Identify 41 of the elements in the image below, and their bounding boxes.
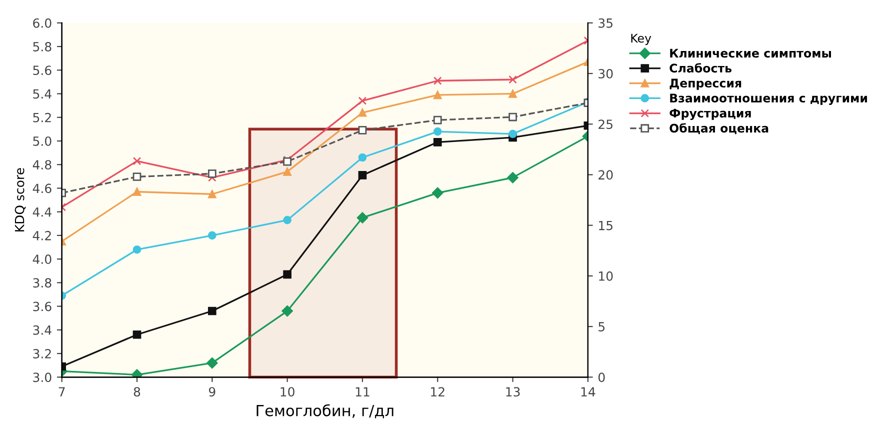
- legend-label: Общая оценка: [670, 123, 768, 134]
- x-tick-label: 14: [581, 387, 596, 396]
- y2-tick-label: 35: [598, 18, 612, 28]
- y2-tick-label: 10: [599, 271, 613, 281]
- y-tick-label: 5.0: [33, 136, 52, 146]
- x-tick-label: 12: [431, 387, 444, 396]
- y2-tick-label: 5: [598, 322, 605, 332]
- legend-label: Депрессия: [670, 78, 742, 90]
- y2-tick-label: 0: [598, 372, 605, 382]
- x-tick-label: 7: [58, 387, 65, 396]
- y-axis-title: KDQ score: [14, 168, 26, 232]
- y2-tick-label: 20: [598, 170, 613, 180]
- x-tick-label: 9: [208, 387, 216, 397]
- legend-label: Взаимоотношения с другими: [670, 94, 867, 105]
- x-axis-title: Гемоглобин, г/дл: [256, 404, 394, 418]
- x-tick-label: 11: [356, 387, 370, 396]
- x-tick-label: 13: [506, 387, 520, 397]
- x-tick-label: 10: [280, 387, 294, 397]
- y-tick-label: 6.0: [33, 18, 52, 28]
- legend-label: Клинические симптомы: [670, 48, 831, 58]
- y2-tick-label: 15: [599, 220, 612, 230]
- legend-label: Фрустрация: [670, 108, 751, 120]
- y2-tick-label: 30: [598, 68, 613, 78]
- y-tick-label: 5.2: [33, 112, 51, 122]
- y-tick-label: 4.0: [32, 254, 52, 264]
- y-tick-label: 3.0: [33, 372, 52, 382]
- y-tick-label: 3.2: [33, 348, 51, 358]
- y-tick-label: 4.4: [32, 207, 52, 217]
- y-tick-label: 5.8: [33, 42, 52, 52]
- legend-title: Key: [631, 34, 652, 45]
- y-tick-label: 5.6: [33, 66, 52, 76]
- y-tick-label: 3.6: [33, 302, 52, 312]
- y-tick-label: 5.4: [33, 89, 52, 99]
- x-tick-label: 8: [134, 387, 140, 397]
- legend-label: Слабость: [670, 63, 732, 73]
- y-tick-label: 4.8: [32, 160, 52, 170]
- y-tick-label: 3.4: [33, 325, 52, 335]
- y2-tick-label: 25: [598, 120, 612, 130]
- y-tick-label: 3.8: [33, 278, 52, 288]
- y-tick-label: 4.6: [32, 184, 52, 194]
- y-tick-label: 4.2: [32, 230, 51, 240]
